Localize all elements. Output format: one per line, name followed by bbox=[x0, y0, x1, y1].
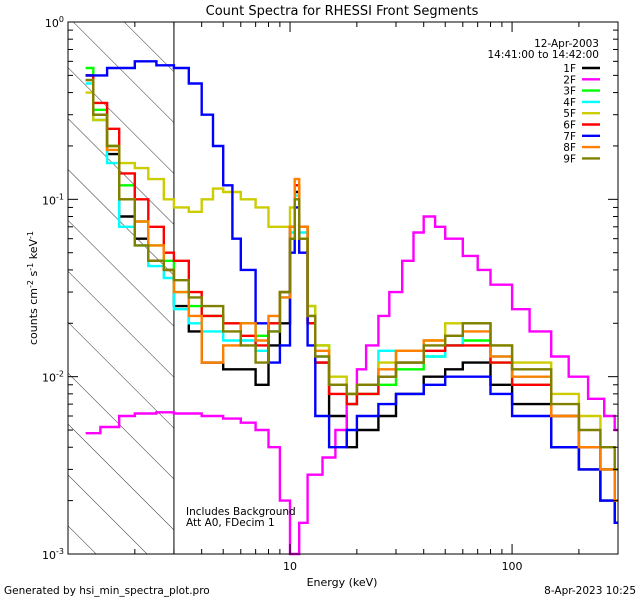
y-tick-label: 10-2 bbox=[42, 370, 64, 385]
footer-timestamp: 8-Apr-2023 10:25 bbox=[544, 585, 636, 597]
axes: 10 100 100 10-1 10-2 10-3 bbox=[42, 15, 619, 573]
legend-label-2F: 2F bbox=[563, 74, 576, 86]
series-line-9F bbox=[85, 78, 618, 471]
legend-label-1F: 1F bbox=[563, 63, 576, 75]
y-tick-label: 10-3 bbox=[42, 547, 64, 562]
series-line-2F bbox=[85, 215, 618, 556]
legend-label-9F: 9F bbox=[563, 153, 576, 165]
legend-label-5F: 5F bbox=[563, 108, 576, 120]
x-axis-label: Energy (keV) bbox=[307, 576, 378, 589]
chart-date: 12-Apr-2003 bbox=[534, 38, 599, 50]
footer-generated-by: Generated by hsi_min_spectra_plot.pro bbox=[4, 585, 210, 597]
legend-label-3F: 3F bbox=[563, 86, 576, 98]
legend-label-6F: 6F bbox=[563, 120, 576, 132]
annotation-background: Includes Background bbox=[186, 506, 296, 518]
y-tick-label: 100 bbox=[45, 15, 64, 30]
background-hatch-region bbox=[68, 22, 175, 554]
chart-time-range: 14:41:00 to 14:42:00 bbox=[487, 49, 599, 61]
x-tick-label: 10 bbox=[283, 560, 297, 573]
y-axis-label: counts cm-2 s-1 keV-1 bbox=[26, 231, 40, 345]
annotation-attenuator: Att A0, FDecim 1 bbox=[186, 517, 275, 529]
legend-label-7F: 7F bbox=[563, 131, 576, 143]
legend-label-4F: 4F bbox=[563, 97, 576, 109]
x-tick-label: 100 bbox=[502, 560, 523, 573]
series-line-7F bbox=[85, 60, 618, 524]
y-tick-label: 10-1 bbox=[42, 192, 64, 207]
series-layer bbox=[85, 60, 618, 556]
chart-title: Count Spectra for RHESSI Front Segments bbox=[206, 4, 479, 19]
legend-label-8F: 8F bbox=[563, 142, 576, 154]
plot-frame bbox=[67, 21, 619, 555]
hatch-fill bbox=[68, 22, 174, 554]
